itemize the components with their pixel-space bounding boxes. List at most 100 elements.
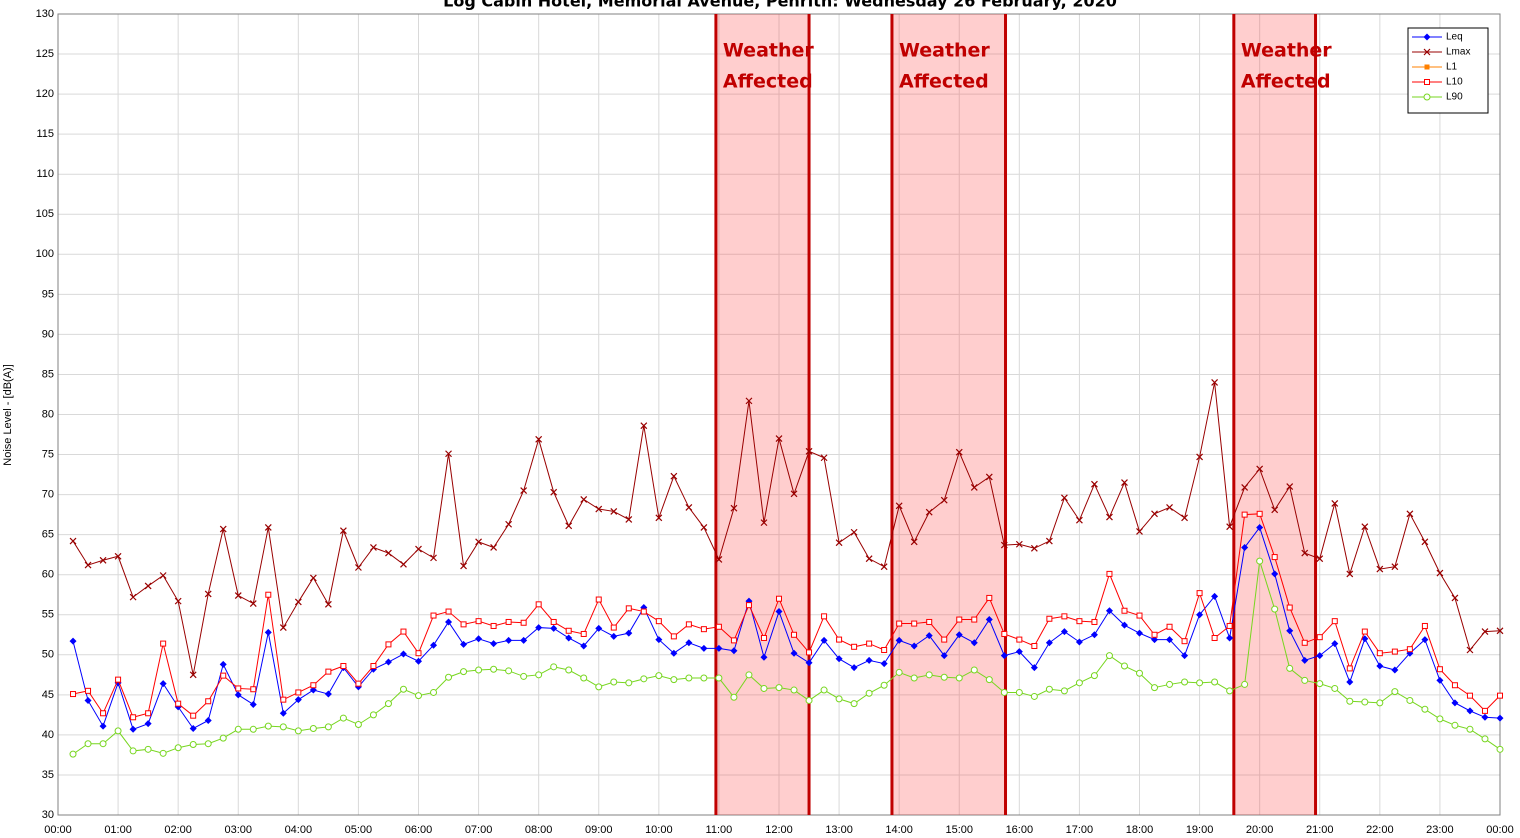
- point: [865, 555, 873, 563]
- point: [595, 596, 602, 603]
- point: [490, 665, 498, 673]
- point: [1286, 483, 1294, 491]
- point: [1496, 714, 1504, 722]
- point: [836, 636, 843, 643]
- series-line: [72, 526, 1501, 730]
- point: [1181, 652, 1189, 660]
- point: [760, 634, 767, 641]
- point: [685, 639, 693, 647]
- point: [84, 740, 92, 748]
- point: [339, 527, 347, 535]
- point: [129, 747, 137, 755]
- legend-marker: [1423, 48, 1431, 56]
- point: [204, 740, 212, 748]
- point: [415, 545, 422, 553]
- point: [820, 454, 828, 462]
- point: [971, 616, 978, 623]
- x-tick-label: 22:00: [1366, 824, 1394, 836]
- x-tick-label: 05:00: [345, 824, 373, 836]
- point: [1436, 569, 1444, 577]
- point: [294, 696, 302, 704]
- x-tick-label: 07:00: [465, 824, 493, 836]
- point: [1497, 692, 1503, 699]
- x-tick-label: 01:00: [104, 824, 132, 836]
- point: [129, 725, 137, 733]
- point: [1046, 615, 1053, 622]
- point: [1376, 662, 1384, 670]
- point: [384, 658, 392, 666]
- point: [234, 691, 242, 699]
- point: [1000, 688, 1008, 696]
- point: [670, 633, 677, 640]
- point: [865, 689, 873, 697]
- y-tick-label: 95: [42, 288, 54, 300]
- point: [1256, 510, 1263, 517]
- point: [730, 637, 737, 644]
- point: [85, 687, 92, 694]
- y-tick-label: 30: [42, 809, 54, 821]
- point: [1286, 627, 1294, 635]
- point: [535, 601, 542, 608]
- x-tick-label: 21:00: [1306, 824, 1334, 836]
- y-tick-label: 70: [42, 489, 54, 501]
- point: [1451, 682, 1458, 689]
- point: [865, 656, 873, 664]
- point: [445, 608, 452, 615]
- point: [354, 720, 362, 728]
- point: [325, 668, 332, 675]
- x-tick-label: 06:00: [405, 824, 433, 836]
- point: [1271, 554, 1278, 561]
- point: [339, 714, 347, 722]
- legend-marker: [1424, 64, 1430, 70]
- point: [430, 612, 437, 619]
- point: [100, 710, 107, 717]
- point: [1256, 557, 1264, 565]
- point: [1015, 688, 1023, 696]
- y-tick-label: 100: [36, 248, 54, 260]
- point: [1045, 685, 1053, 693]
- point: [1286, 604, 1293, 611]
- point: [1181, 678, 1189, 686]
- point: [941, 636, 948, 643]
- legend-label: Leq: [1446, 32, 1463, 43]
- point: [445, 618, 453, 626]
- region-label: Affected: [1241, 71, 1331, 93]
- point: [760, 684, 768, 692]
- point: [806, 649, 813, 656]
- legend-marker: [1423, 33, 1431, 41]
- point: [1406, 696, 1414, 704]
- point: [99, 722, 107, 730]
- point: [1271, 570, 1279, 578]
- point: [1226, 687, 1234, 695]
- point: [1451, 721, 1459, 729]
- point: [880, 660, 888, 668]
- legend-label: L90: [1446, 92, 1463, 103]
- point: [776, 595, 782, 602]
- point: [490, 640, 498, 648]
- point: [1271, 506, 1279, 514]
- point: [415, 657, 422, 665]
- point: [369, 711, 377, 719]
- point: [445, 450, 452, 458]
- point: [1256, 523, 1264, 531]
- point: [850, 700, 858, 708]
- point: [1451, 594, 1459, 602]
- point: [490, 544, 498, 551]
- point: [1331, 618, 1338, 625]
- point: [535, 671, 543, 679]
- point: [791, 631, 798, 638]
- point: [1481, 628, 1489, 635]
- point: [896, 620, 903, 627]
- point: [399, 685, 407, 693]
- point: [520, 487, 528, 495]
- point: [1481, 735, 1489, 743]
- point: [190, 712, 197, 719]
- point: [1136, 629, 1143, 637]
- point: [400, 628, 407, 635]
- point: [625, 516, 633, 523]
- point: [625, 629, 633, 637]
- point: [505, 636, 513, 644]
- point: [430, 554, 437, 562]
- point: [1120, 621, 1128, 629]
- point: [1136, 669, 1143, 677]
